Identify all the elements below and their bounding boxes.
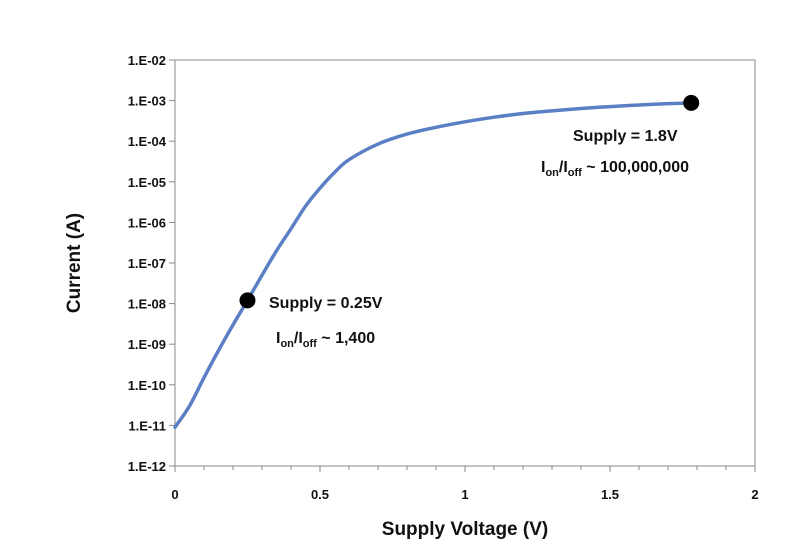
x-tick-label: 1.5 bbox=[601, 487, 619, 502]
y-tick-label: 1.E-12 bbox=[128, 459, 166, 474]
highlight-point bbox=[683, 94, 700, 111]
annotation-low-line2: Ion/Ioff ~ 1,400 bbox=[276, 330, 375, 350]
x-axis: 0 0.5 1 1.5 2 bbox=[171, 466, 759, 502]
x-tick-label: 0 bbox=[171, 487, 178, 502]
y-tick-label: 1.E-05 bbox=[128, 175, 166, 190]
y-axis-title: Current (A) bbox=[64, 213, 85, 313]
annotation-low-line1: Supply = 0.25V bbox=[269, 295, 383, 312]
annotation-high: Supply = 1.8V Ion/Ioff ~ 100,000,000 bbox=[541, 128, 689, 179]
y-tick-label: 1.E-09 bbox=[128, 337, 166, 352]
y-tick-label: 1.E-03 bbox=[128, 94, 166, 109]
y-tick-label: 1.E-04 bbox=[128, 134, 167, 149]
annotation-low: Supply = 0.25V Ion/Ioff ~ 1,400 bbox=[269, 295, 383, 350]
highlight-point bbox=[239, 292, 256, 309]
x-tick-label: 1 bbox=[461, 487, 468, 502]
y-tick-label: 1.E-07 bbox=[128, 256, 166, 271]
x-tick-label: 2 bbox=[751, 487, 758, 502]
y-tick-label: 1.E-08 bbox=[128, 297, 166, 312]
markers bbox=[239, 94, 700, 309]
y-tick-label: 1.E-02 bbox=[128, 53, 166, 68]
y-tick-label: 1.E-11 bbox=[128, 418, 166, 433]
series-line bbox=[173, 101, 693, 430]
annotation-high-line2: Ion/Ioff ~ 100,000,000 bbox=[541, 159, 689, 179]
x-axis-title: Supply Voltage (V) bbox=[382, 519, 548, 540]
y-axis: 1.E-12 1.E-11 1.E-10 1.E-09 1.E-08 1.E-07 1.E-… bbox=[128, 53, 175, 474]
x-tick-label: 0.5 bbox=[311, 487, 329, 502]
annotation-high-line1: Supply = 1.8V bbox=[573, 128, 678, 145]
y-tick-label: 1.E-10 bbox=[128, 378, 166, 393]
plot-area bbox=[174, 59, 756, 467]
y-tick-label: 1.E-06 bbox=[128, 215, 166, 230]
